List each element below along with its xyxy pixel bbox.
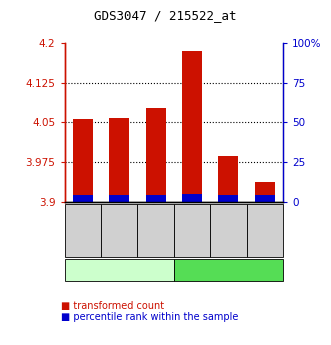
Text: ■ percentile rank within the sample: ■ percentile rank within the sample bbox=[61, 312, 239, 322]
Bar bbox=[218, 156, 238, 202]
Text: control: control bbox=[100, 265, 138, 275]
Text: GSM34927: GSM34927 bbox=[78, 202, 88, 255]
Bar bbox=[255, 182, 275, 202]
Text: GSM34930: GSM34930 bbox=[187, 202, 197, 255]
Bar bbox=[146, 108, 166, 202]
Text: GSM34931: GSM34931 bbox=[223, 202, 233, 255]
Text: ■ transformed count: ■ transformed count bbox=[61, 302, 165, 311]
Bar bbox=[109, 118, 129, 202]
Bar bbox=[218, 196, 238, 202]
Text: agent  ▶: agent ▶ bbox=[3, 285, 51, 295]
Bar bbox=[255, 196, 275, 202]
Bar bbox=[182, 195, 202, 202]
Bar bbox=[182, 50, 202, 202]
Bar bbox=[146, 195, 166, 202]
Text: GSM34932: GSM34932 bbox=[260, 202, 270, 255]
Bar bbox=[73, 119, 93, 202]
Bar bbox=[73, 195, 93, 202]
Text: GDS3047 / 215522_at: GDS3047 / 215522_at bbox=[94, 9, 237, 22]
Text: GSM34929: GSM34929 bbox=[151, 202, 161, 255]
Bar bbox=[109, 196, 129, 202]
Text: GSM34928: GSM34928 bbox=[114, 202, 124, 255]
Text: imatinib: imatinib bbox=[206, 265, 251, 275]
